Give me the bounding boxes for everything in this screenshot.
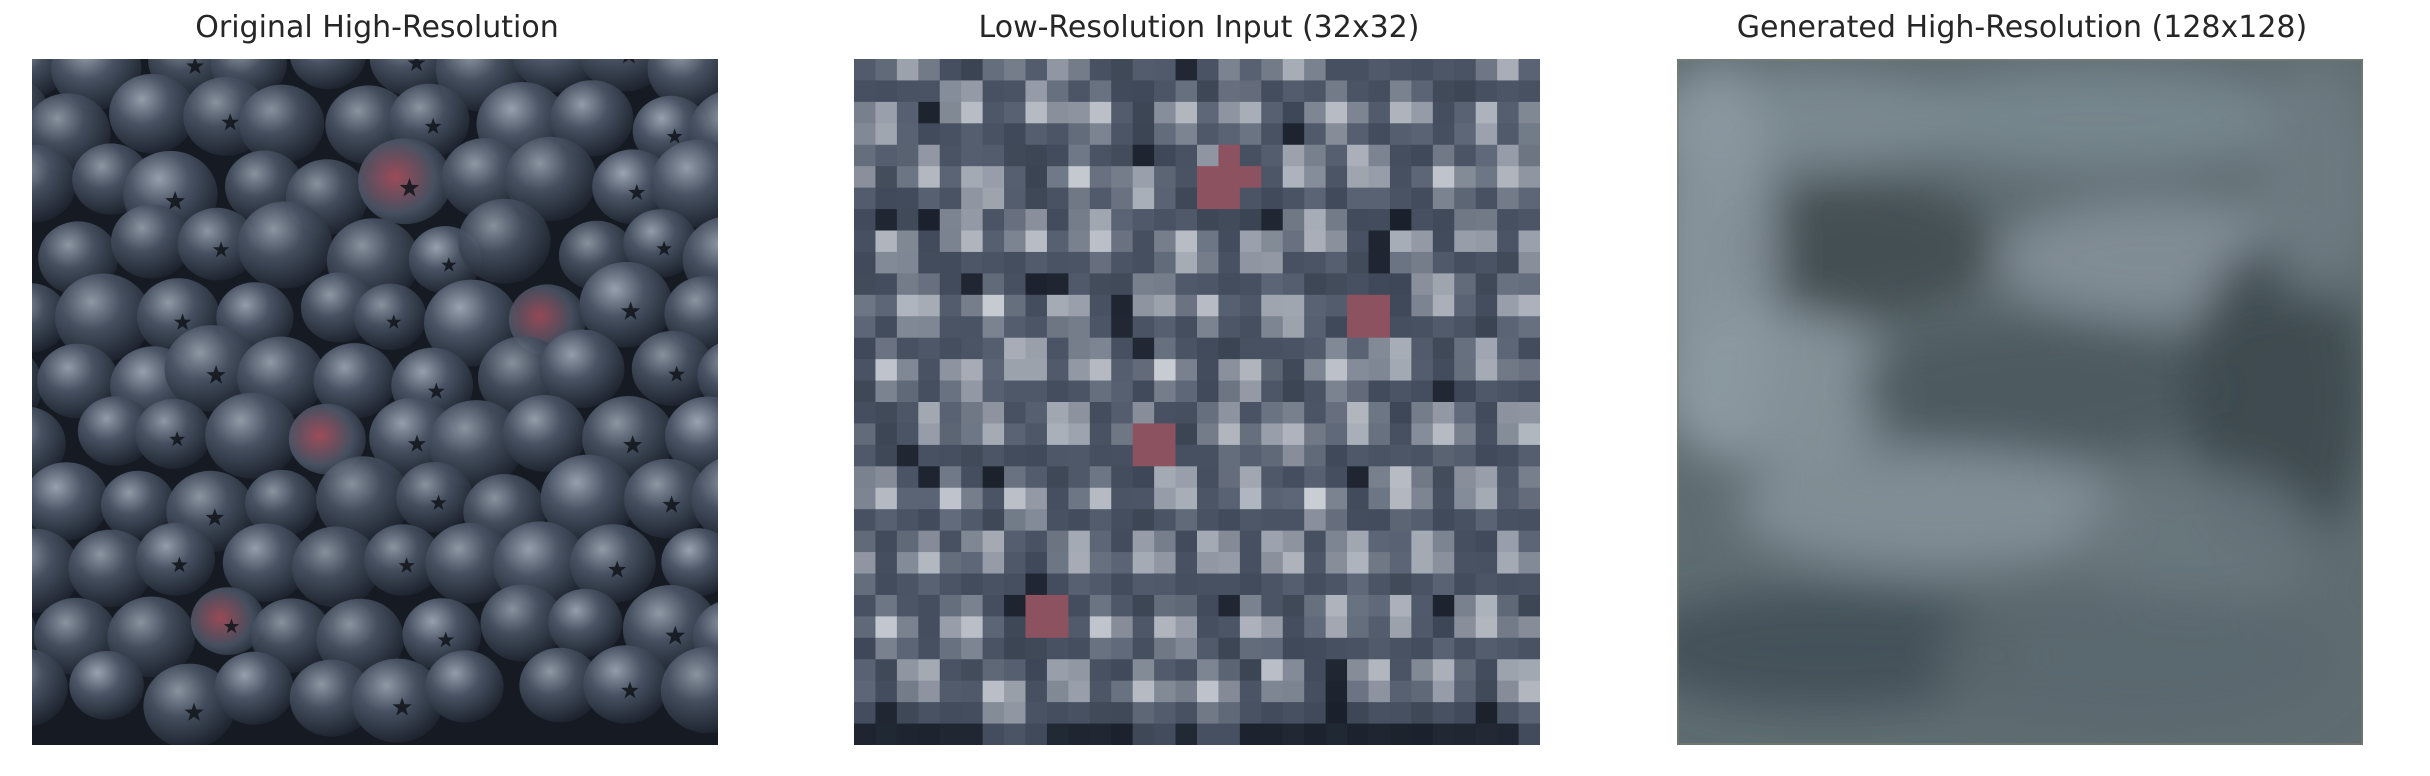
low-res-image [854, 59, 1540, 745]
berry [665, 396, 718, 476]
panel-original: Original High-Resolution [32, 0, 722, 776]
berry [135, 398, 212, 469]
berry [364, 524, 442, 596]
berry [288, 403, 366, 475]
panel-generated: Generated High-Resolution (128x128) [1677, 0, 2367, 776]
panel-title-generated: Generated High-Resolution (128x128) [1736, 10, 2308, 45]
berry [647, 59, 718, 108]
berry [136, 522, 215, 596]
berry [583, 645, 669, 724]
berry [592, 149, 674, 224]
berry [691, 459, 718, 538]
berry [697, 343, 718, 408]
generated-image [1677, 59, 2363, 745]
berry [661, 528, 718, 597]
berry [101, 470, 175, 540]
berry [37, 343, 119, 419]
berry [650, 139, 718, 228]
berry [190, 587, 265, 655]
berry [289, 659, 374, 737]
berry [316, 456, 410, 543]
berry [358, 138, 452, 225]
berry [32, 649, 68, 727]
berry [502, 395, 587, 472]
berry [77, 396, 154, 466]
berry [177, 207, 257, 281]
berry [313, 343, 396, 419]
berry [540, 454, 636, 542]
berry [32, 528, 80, 613]
berry [32, 462, 109, 541]
berry [245, 469, 318, 537]
panel-title-low-res: Low-Resolution Input (32x32) [978, 10, 1420, 45]
berry [579, 261, 673, 348]
panel-title-original: Original High-Resolution [195, 10, 559, 45]
berry [458, 198, 551, 284]
berry [222, 523, 308, 602]
berry [631, 330, 714, 406]
pixel-grid [854, 59, 1540, 745]
berry [214, 651, 294, 725]
berry [550, 80, 634, 157]
berry [354, 283, 427, 350]
berry [143, 663, 236, 745]
berry [570, 524, 656, 603]
generated-image-canvas [1677, 59, 2363, 745]
berry [250, 598, 332, 673]
berry [109, 73, 196, 154]
berry [548, 588, 623, 658]
panel-low-res: Low-Resolution Input (32x32) [854, 0, 1544, 776]
berry [351, 658, 444, 743]
berry [290, 59, 366, 90]
berry [428, 400, 524, 488]
original-image-canvas [32, 59, 718, 745]
berry [424, 279, 519, 367]
blur-blobs [1677, 59, 2363, 729]
berry [237, 201, 333, 289]
berry [441, 138, 529, 219]
berry [396, 462, 474, 533]
berry [425, 522, 513, 604]
berry [623, 209, 698, 278]
berry [539, 329, 625, 408]
berry [69, 651, 144, 720]
berry [291, 526, 380, 608]
berry [316, 598, 404, 680]
berry [164, 325, 259, 412]
berry [505, 136, 597, 221]
berry [425, 650, 504, 723]
berry [107, 596, 196, 678]
berry [239, 84, 325, 163]
low-res-image-canvas [854, 59, 1540, 745]
berry [205, 392, 299, 479]
berry [55, 273, 151, 362]
berry [519, 647, 601, 723]
berry [32, 144, 76, 223]
berry [480, 584, 564, 662]
berry [68, 529, 153, 607]
berry [624, 458, 711, 539]
berry [111, 204, 192, 279]
berry [32, 406, 66, 482]
berry [660, 646, 718, 734]
original-image [32, 59, 718, 745]
